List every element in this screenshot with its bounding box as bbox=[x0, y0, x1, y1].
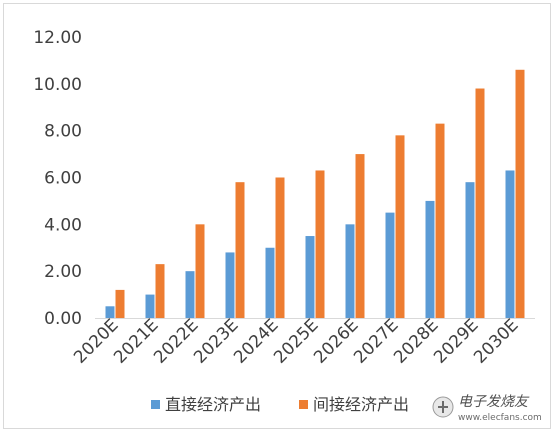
x-tick-label: 2028E bbox=[390, 315, 442, 367]
x-tick-label: 2026E bbox=[310, 315, 362, 367]
indirect-output-bar-2023E bbox=[235, 182, 245, 318]
y-tick-label: 8.00 bbox=[44, 122, 82, 142]
y-tick-label: 6.00 bbox=[44, 169, 82, 189]
watermark-name: 电子发烧友 bbox=[458, 394, 530, 410]
watermark: 电子发烧友 www.elecfans.com bbox=[432, 394, 542, 423]
indirect-output-bar-2024E bbox=[275, 177, 285, 318]
indirect-output-bar-2025E bbox=[315, 170, 325, 318]
direct-output-bar-2026E bbox=[345, 224, 355, 318]
legend-swatch bbox=[151, 400, 160, 409]
direct-output-bar-2030E bbox=[505, 170, 515, 318]
y-tick-label: 12.00 bbox=[33, 28, 82, 48]
direct-output-bar-2022E bbox=[185, 271, 195, 318]
indirect-output-bar-2029E bbox=[475, 88, 485, 319]
indirect-output-bar-2020E bbox=[115, 289, 125, 318]
direct-output-bar-2021E bbox=[145, 294, 155, 318]
x-tick-label: 2023E bbox=[190, 315, 242, 367]
electric-plug-logo-icon bbox=[432, 396, 454, 418]
direct-output-bar-2024E bbox=[265, 247, 275, 318]
x-axis: 2020E2021E2022E2023E2024E2025E2026E2027E… bbox=[70, 315, 522, 367]
indirect-output-bar-2030E bbox=[515, 69, 525, 319]
legend-label: 直接经济产出 bbox=[165, 395, 261, 414]
direct-output-bar-2029E bbox=[465, 182, 475, 318]
y-tick-label: 0.00 bbox=[44, 309, 82, 329]
x-tick-label: 2029E bbox=[430, 315, 482, 367]
indirect-output-bar-2028E bbox=[435, 123, 445, 319]
direct-output-bar-2027E bbox=[385, 212, 395, 318]
x-tick-label: 2025E bbox=[270, 315, 322, 367]
x-tick-label: 2021E bbox=[110, 315, 162, 367]
legend: 直接经济产出 间接经济产出 bbox=[151, 395, 409, 414]
direct-output-bar-2023E bbox=[225, 252, 235, 318]
legend-label: 间接经济产出 bbox=[313, 395, 409, 414]
x-tick-label: 2030E bbox=[470, 315, 522, 367]
x-tick-label: 2022E bbox=[150, 315, 202, 367]
indirect-output-bar-2027E bbox=[395, 135, 405, 318]
x-tick-label: 2027E bbox=[350, 315, 402, 367]
y-tick-label: 4.00 bbox=[44, 215, 82, 235]
bar-series bbox=[105, 69, 525, 319]
direct-output-bar-2028E bbox=[425, 200, 435, 318]
y-tick-label: 2.00 bbox=[44, 262, 82, 282]
y-tick-label: 10.00 bbox=[33, 75, 82, 95]
legend-swatch bbox=[299, 400, 308, 409]
direct-output-bar-2020E bbox=[105, 306, 115, 318]
indirect-output-bar-2022E bbox=[195, 224, 205, 318]
indirect-output-bar-2026E bbox=[355, 154, 365, 318]
y-axis: 0.00 2.00 4.00 6.00 8.00 10.00 12.00 bbox=[33, 28, 82, 329]
direct-output-bar-2025E bbox=[305, 236, 315, 318]
watermark-url: www.elecfans.com bbox=[458, 413, 542, 423]
x-tick-label: 2024E bbox=[230, 315, 282, 367]
indirect-output-bar-2021E bbox=[155, 264, 165, 318]
